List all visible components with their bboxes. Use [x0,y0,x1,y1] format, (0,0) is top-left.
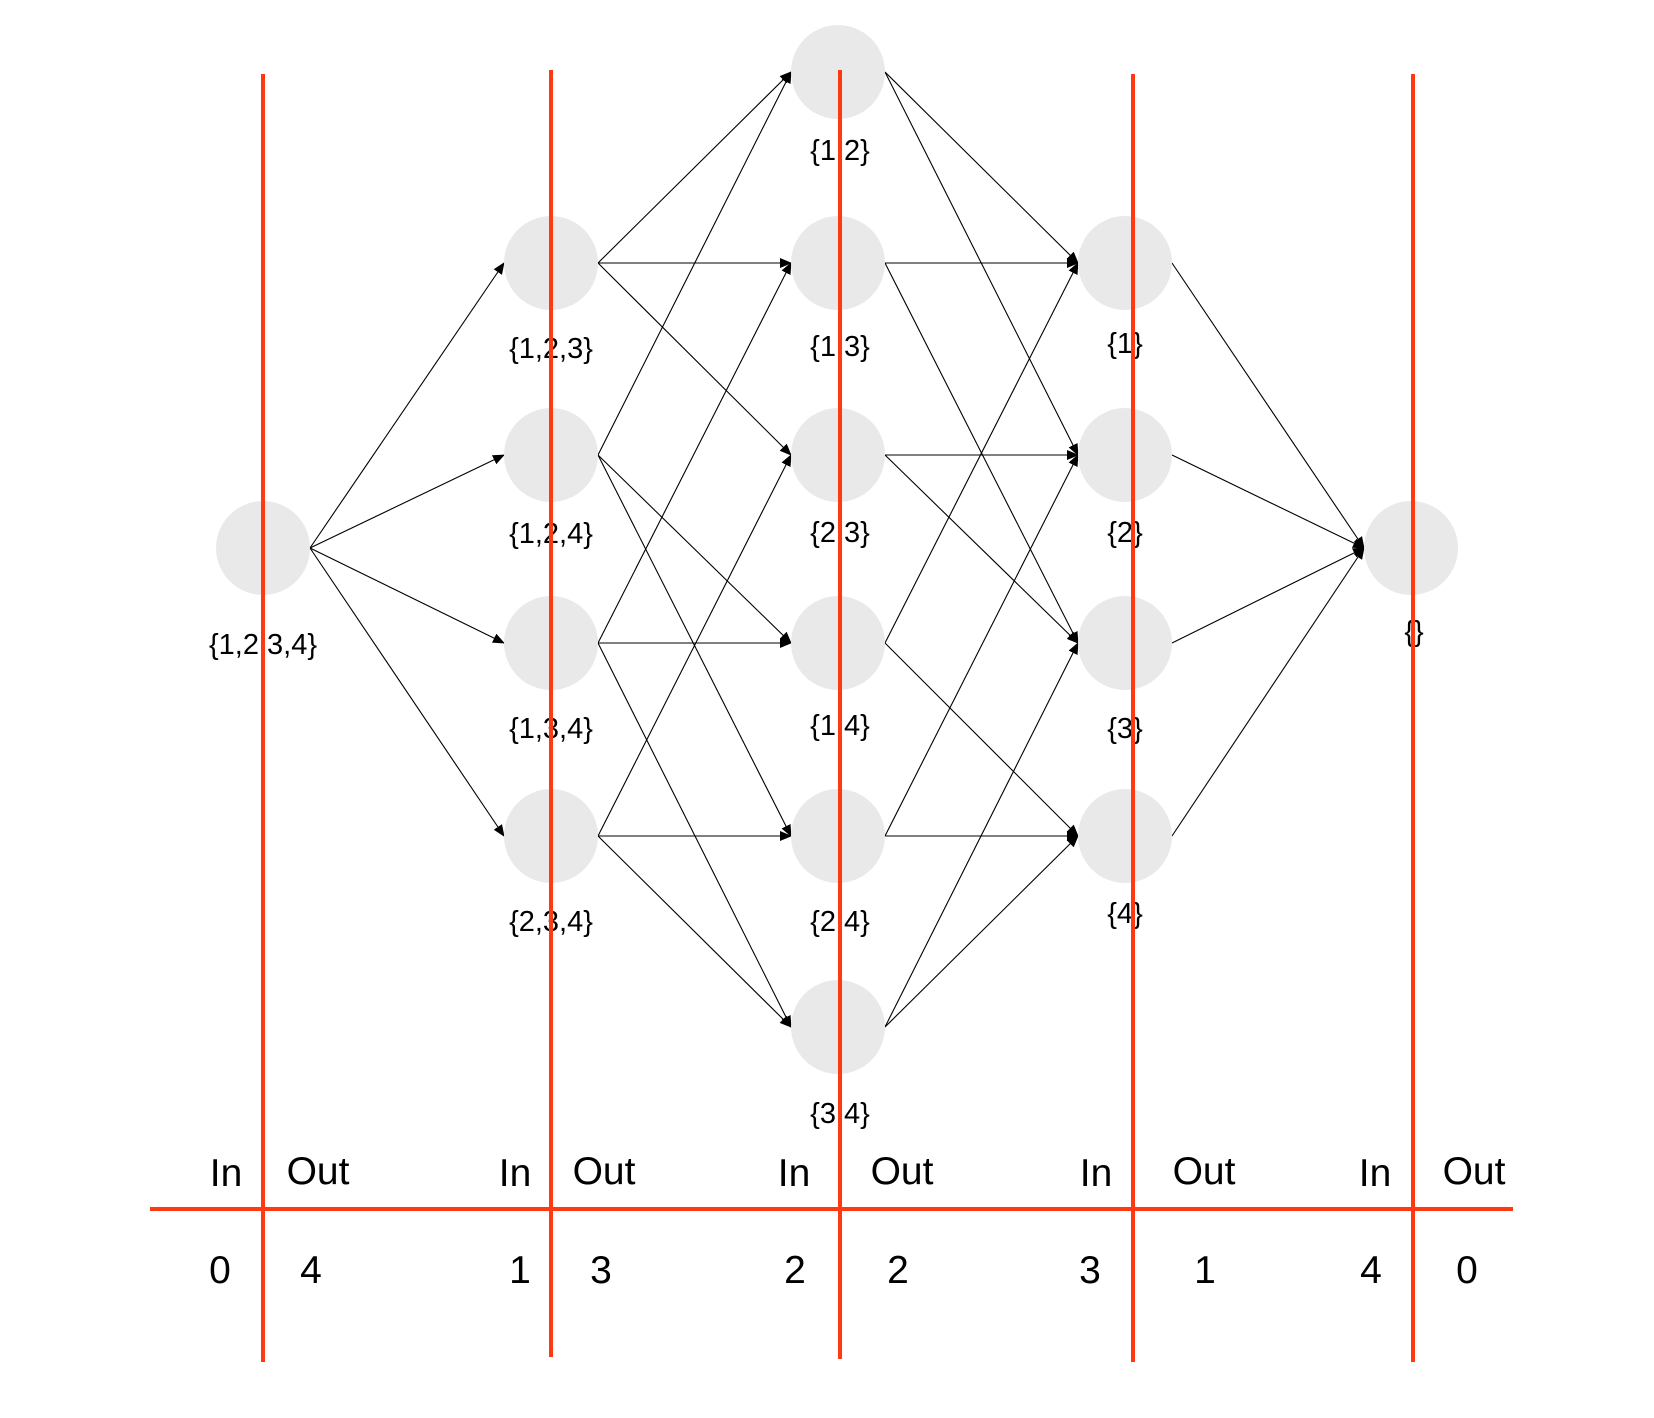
in-header: In [499,1152,532,1195]
node-n2: {2} [1078,408,1172,549]
edge-n12-to-n1 [884,71,1079,264]
edge-n1234-to-n134 [309,547,505,644]
table-column-0: In Out 0 4 [209,1150,349,1292]
node-circle [1078,408,1172,502]
node-circle [1078,216,1172,310]
edge-n124-to-n14 [597,454,792,644]
table-column-2: In Out 2 2 [778,1150,934,1292]
edge-n1234-to-n124 [309,454,505,549]
edge-n14-to-n1 [884,262,1079,644]
edge-n34-to-n4 [884,835,1079,1028]
in-header: In [1359,1152,1392,1195]
in-value: 3 [1079,1249,1101,1292]
out-value: 3 [590,1249,612,1292]
edge-n1234-to-n234 [309,547,505,837]
nodes-layer: {1,2 3,4}{1,2,3}{1,2,4}{1,3,4}{2,3,4}{1 … [209,25,1458,1130]
edge-n124-to-n12 [597,71,792,456]
edge-n123-to-n12 [597,71,792,264]
table-column-3: In Out 3 1 [1079,1150,1235,1292]
edge-n14-to-n4 [884,642,1079,837]
table-column-1: In Out 1 3 [499,1150,636,1292]
out-header: Out [1443,1150,1506,1193]
in-value: 4 [1360,1249,1382,1292]
edge-n234-to-n34 [597,835,792,1028]
out-value: 0 [1456,1249,1478,1292]
in-header: In [778,1152,811,1195]
out-header: Out [1173,1150,1236,1193]
edge-n34-to-n3 [884,642,1079,1028]
node-circle [1078,596,1172,690]
out-value: 1 [1194,1249,1216,1292]
node-n4: {4} [1078,789,1172,930]
in-header: In [210,1152,243,1195]
node-circle [1078,789,1172,883]
node-n1: {1} [1078,216,1172,360]
edge-n123-to-n23 [597,262,792,456]
edge-n24-to-n2 [884,454,1079,837]
out-value: 2 [887,1249,909,1292]
edge-n1234-to-n123 [309,262,505,549]
in-value: 1 [509,1249,531,1292]
in-value: 0 [209,1249,231,1292]
out-header: Out [871,1150,934,1193]
node-label: {4} [1107,898,1143,930]
node-label: {1} [1107,328,1143,360]
edges-layer [309,71,1365,1028]
in-value: 2 [784,1249,806,1292]
out-value: 4 [300,1249,322,1292]
edge-n134-to-n13 [597,262,792,644]
edge-n4-to-n0 [1171,547,1365,837]
dividers-layer [150,70,1513,1362]
node-label: {3} [1107,713,1143,745]
node-n3: {3} [1078,596,1172,745]
node-label: {2} [1107,517,1143,549]
edge-n3-to-n0 [1171,547,1365,644]
edge-n234-to-n23 [597,454,792,837]
edge-n2-to-n0 [1171,454,1365,549]
table-column-4: In Out 4 0 [1359,1150,1506,1292]
edge-n1-to-n0 [1171,262,1365,549]
in-header: In [1080,1152,1113,1195]
edge-n134-to-n34 [597,642,792,1028]
edge-n23-to-n3 [884,454,1079,644]
in-out-table: In Out 0 4 In Out 1 3 In Out 2 2 In Out 3 1 In Out 4 0 [209,1150,1505,1292]
out-header: Out [573,1150,636,1193]
out-header: Out [287,1150,350,1193]
